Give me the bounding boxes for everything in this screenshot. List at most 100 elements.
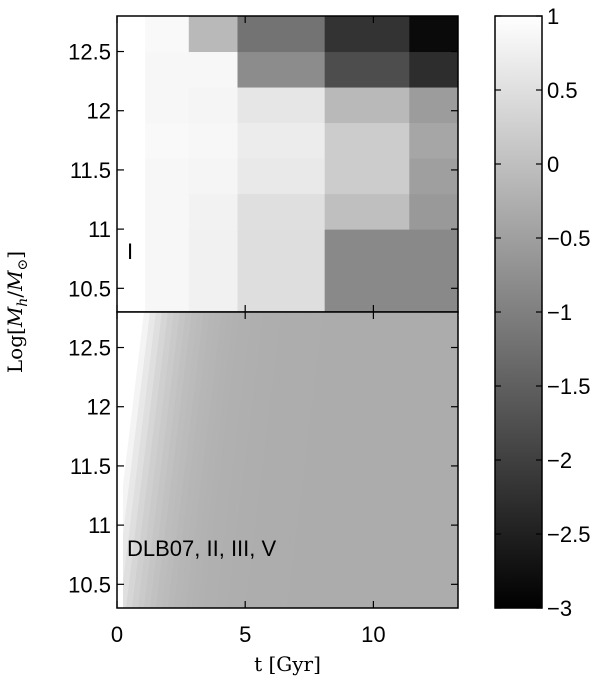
ylabel-sub-h: h: [15, 298, 31, 307]
heatmap-cell: [409, 264, 459, 313]
top-panel: I: [116, 15, 459, 313]
heatmap-cell: [409, 51, 459, 88]
heatmap-cell: [409, 158, 459, 195]
heatmap-cell: [237, 87, 326, 124]
heatmap-cell: [117, 229, 146, 266]
heatmap-cell: [145, 229, 190, 266]
heatmap-strip: [233, 312, 276, 608]
heatmap-strip: [305, 312, 348, 608]
heatmap-cell: [145, 193, 190, 230]
heatmap-cell: [117, 16, 146, 53]
heatmap-strip: [239, 312, 282, 608]
colorbar-tick-label: 1: [547, 4, 559, 29]
heatmap-strip: [126, 312, 169, 608]
heatmap-cell: [237, 16, 326, 53]
heatmap-strip: [137, 312, 181, 608]
heatmap-strip: [436, 430, 458, 608]
heatmap-cell: [117, 122, 146, 159]
heatmap-strip: [209, 312, 253, 608]
y-tick-label: 10.5: [68, 276, 111, 301]
heatmap-strip: [448, 528, 458, 608]
y-tick-label: 12.5: [68, 336, 111, 361]
top-panel-annotation: I: [127, 239, 133, 264]
heatmap-strip: [120, 312, 163, 608]
colorbar-gradient: [494, 15, 543, 609]
heatmap-strip: [394, 312, 438, 608]
heatmap-cell: [188, 16, 239, 53]
heatmap-cell: [324, 264, 410, 313]
heatmap-strip: [185, 312, 229, 608]
heatmap-cell: [409, 229, 459, 266]
heatmap-cell: [237, 158, 326, 195]
x-tick-label: 0: [111, 622, 123, 647]
x-tick-labels: 0 5 10: [111, 622, 386, 647]
heatmap-strip: [400, 312, 444, 608]
heatmap-strip: [370, 312, 414, 608]
heatmap-strip: [221, 312, 264, 608]
heatmap-strip: [442, 479, 458, 608]
heatmap-cell: [145, 122, 190, 159]
heatmap-strip: [376, 312, 420, 608]
heatmap-strip: [227, 312, 270, 608]
ylabel-sun: ⊙: [15, 259, 31, 271]
heatmap-strip: [293, 312, 336, 608]
heatmap-strip: [191, 312, 235, 608]
heatmap-cell: [188, 122, 239, 159]
heatmap-strip: [287, 312, 330, 608]
heatmap-strip: [412, 312, 456, 608]
colorbar-tick-label: −1: [547, 300, 572, 325]
heatmap-strip: [131, 312, 175, 608]
bottom-axis-ticks: [116, 312, 458, 608]
top-axis-ticks: [116, 16, 458, 312]
colorbar-tick-label: −0.5: [547, 226, 590, 251]
heatmap-strip: [334, 312, 378, 608]
heatmap-strip: [317, 312, 360, 608]
heatmap-cell: [145, 16, 190, 53]
ylabel-m: M: [3, 306, 27, 328]
heatmap-strip: [251, 312, 294, 608]
heatmap-strip: [424, 331, 458, 608]
heatmap-cell: [117, 158, 146, 195]
heatmap-cell: [324, 229, 410, 266]
heatmap-strip: [143, 312, 187, 608]
heatmap-strip: [197, 312, 241, 608]
heatmap-strip: [340, 312, 384, 608]
y-tick-label: 12.5: [68, 40, 111, 65]
heatmap-strip: [155, 312, 199, 608]
colorbar-tick-label: −2.5: [547, 522, 590, 547]
heatmap-cell: [145, 87, 190, 124]
heatmap-cell: [188, 51, 239, 88]
colorbar-tick-label: −1.5: [547, 374, 590, 399]
heatmap-cell: [117, 51, 146, 88]
bottom-panel-frame: [116, 311, 459, 609]
heatmap-cell: [324, 193, 410, 230]
top-heatmap-cells: [117, 16, 459, 313]
bottom-panel-annotation: DLB07, II, III, V: [127, 536, 277, 561]
heatmap-cell: [237, 229, 326, 266]
heatmap-strip: [203, 312, 247, 608]
heatmap-cell: [237, 193, 326, 230]
heatmap-cell: [145, 264, 190, 313]
heatmap-cell: [188, 87, 239, 124]
x-tick-label: 10: [361, 622, 385, 647]
bottom-heatmap-field: [117, 312, 458, 608]
heatmap-strip: [215, 312, 259, 608]
ylabel-slash: /: [3, 291, 27, 298]
heatmap-strip: [257, 312, 300, 608]
heatmap-cell: [188, 264, 239, 313]
y-tick-label: 11.5: [70, 158, 111, 183]
heatmap-cell: [409, 122, 459, 159]
heatmap-strip: [323, 312, 366, 608]
heatmap-cell: [145, 51, 190, 88]
colorbar-tick-label: −3: [547, 596, 572, 621]
heatmap-cell: [237, 264, 326, 313]
heatmap-strip: [299, 312, 342, 608]
heatmap-strip: [418, 312, 458, 608]
colorbar-tick-label: 0.5: [547, 78, 578, 103]
heatmap-strip: [167, 312, 211, 608]
heatmap-strip: [117, 312, 157, 608]
y-tick-label: 11: [88, 217, 111, 242]
heatmap-cell: [188, 229, 239, 266]
svg-text:Log[Mh/M⊙]: Log[Mh/M⊙]: [3, 251, 31, 373]
